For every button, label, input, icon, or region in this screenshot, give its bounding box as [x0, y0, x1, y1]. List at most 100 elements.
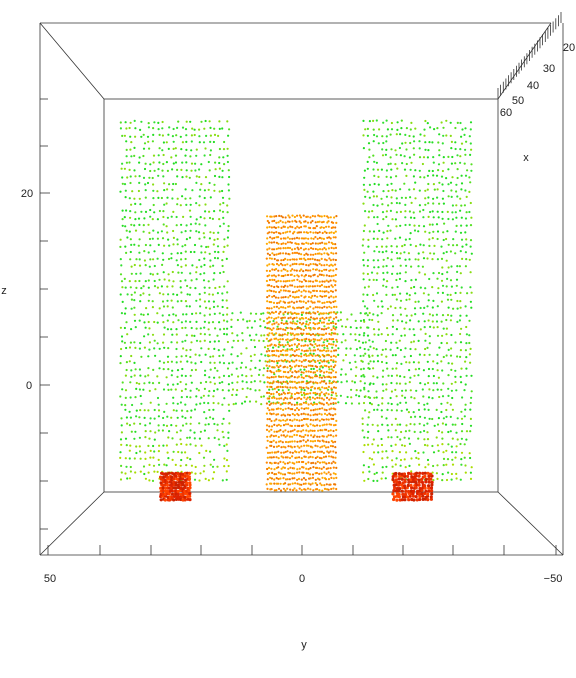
data-point — [119, 245, 122, 248]
data-point — [156, 375, 159, 378]
y-axis-label: x — [523, 152, 529, 164]
data-point — [199, 381, 202, 384]
data-point — [464, 403, 467, 406]
data-point — [174, 182, 177, 186]
data-point — [181, 245, 184, 248]
data-point — [418, 147, 421, 150]
data-point — [271, 323, 274, 326]
data-point — [138, 264, 142, 267]
data-point — [318, 280, 321, 283]
data-point — [330, 462, 333, 465]
data-point — [129, 250, 132, 254]
data-point — [157, 450, 160, 453]
data-point — [286, 246, 290, 249]
data-point — [265, 402, 268, 405]
data-point — [309, 305, 312, 308]
data-point — [167, 388, 170, 391]
data-point — [267, 321, 270, 324]
data-point — [325, 294, 328, 298]
data-point — [465, 374, 468, 377]
data-point — [385, 355, 388, 358]
data-point — [381, 383, 384, 386]
data-point — [465, 140, 468, 143]
data-point — [394, 443, 397, 446]
data-point — [142, 292, 145, 295]
data-point — [202, 141, 206, 144]
data-point — [389, 156, 392, 159]
data-point — [305, 398, 308, 401]
data-point — [415, 456, 418, 459]
data-point — [440, 121, 443, 124]
data-point — [340, 368, 343, 371]
data-point — [302, 300, 305, 303]
data-point — [179, 429, 182, 432]
data-point — [432, 451, 436, 454]
data-point — [318, 285, 322, 288]
data-point — [185, 395, 189, 398]
data-point — [216, 334, 219, 337]
data-point — [302, 477, 306, 480]
data-point — [446, 293, 449, 296]
data-point — [316, 248, 319, 251]
data-point — [119, 355, 122, 358]
data-point — [332, 321, 335, 325]
data-point — [382, 369, 385, 372]
data-point — [161, 120, 164, 124]
data-point — [293, 343, 296, 346]
data-point — [312, 321, 315, 325]
data-point — [309, 258, 312, 261]
data-point — [144, 183, 147, 186]
data-point — [327, 253, 330, 256]
data-point — [362, 264, 365, 267]
data-point — [393, 486, 397, 490]
data-point — [167, 293, 170, 296]
data-point — [427, 375, 430, 378]
data-point — [302, 401, 305, 404]
data-point — [284, 478, 288, 481]
data-point — [300, 285, 303, 288]
data-point — [120, 443, 123, 446]
data-point — [320, 328, 323, 331]
data-point — [367, 245, 370, 248]
data-point — [322, 435, 325, 438]
data-point — [284, 482, 287, 485]
data-point — [277, 307, 281, 310]
data-point — [375, 135, 379, 138]
data-point — [300, 352, 303, 355]
data-point — [241, 387, 244, 390]
data-point — [312, 419, 315, 422]
data-point — [413, 140, 416, 143]
data-point — [286, 366, 289, 369]
data-point — [274, 296, 277, 299]
data-point — [286, 285, 289, 288]
data-point — [185, 464, 188, 467]
data-point — [298, 231, 301, 234]
data-point — [275, 328, 279, 331]
data-point — [266, 418, 269, 421]
data-point — [330, 306, 333, 309]
data-point — [167, 273, 170, 276]
data-point — [344, 339, 347, 342]
data-point — [297, 408, 300, 411]
data-point — [469, 153, 472, 156]
data-point — [412, 411, 415, 414]
data-point — [123, 312, 127, 315]
data-point — [442, 457, 446, 460]
data-point — [181, 474, 185, 479]
data-point — [211, 217, 214, 220]
data-point — [302, 424, 305, 427]
data-point — [423, 326, 426, 329]
data-point — [275, 267, 278, 271]
data-point — [180, 223, 183, 226]
data-point — [423, 403, 426, 406]
data-point — [120, 424, 123, 427]
data-point — [159, 481, 163, 485]
data-point — [217, 349, 220, 352]
data-point — [277, 471, 280, 474]
data-point — [367, 430, 370, 433]
data-point — [304, 433, 307, 437]
data-point — [414, 292, 417, 295]
data-point — [316, 392, 319, 395]
data-point — [223, 457, 226, 460]
data-point — [426, 492, 430, 496]
